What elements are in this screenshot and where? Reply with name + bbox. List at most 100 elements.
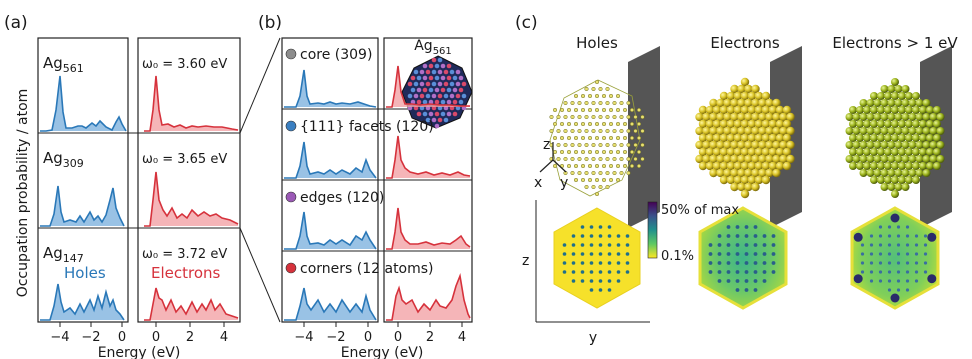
map-atom-site [744,288,749,292]
cluster3d-atom [629,107,635,113]
panel-b-row1-electrons-line [386,65,470,108]
cluster3d-atom [716,154,725,164]
cluster3d-atom [633,114,638,120]
panel-a-xticklabel-m4: −4 [50,330,69,345]
cluster3d-atom [719,119,729,129]
cluster3d-atom [926,120,934,128]
panel-c: (c) Holes Electrons Electrons > 1 eV z x… [515,13,958,346]
map-atom-site [571,279,576,283]
panel-b-row2-holes-line [284,141,377,179]
map-atom-site [580,252,585,256]
map-atom-site [598,225,603,229]
cluster3d-atom [856,106,864,114]
cluster3d-atom [633,142,638,148]
map-atom-site [771,261,776,265]
cluster3d-atom [640,114,645,120]
cluster3d-atom [761,91,771,101]
map-atom-site [625,243,630,247]
panel-c-title-electrons: Electrons [710,34,780,52]
cluster-atom [428,63,434,69]
cluster3d-atom [870,162,878,170]
cluster3d-atom [877,134,885,142]
cluster3d-atom [775,119,785,129]
map-atom-site [625,261,630,265]
electrons-gt1-density-map [850,206,940,310]
cluster3d-atom [733,133,743,143]
cluster-atom [416,87,422,93]
cluster3d-atom [605,128,610,134]
cluster3d-atom [709,98,718,108]
panel-a-ylabel: Occupation probability / atom [15,89,31,298]
cluster3d-atom [726,161,736,171]
cluster3d-atom [580,149,586,155]
panel-b-row3-electrons-area [386,208,470,249]
cluster3d-atom [737,154,746,164]
cluster3d-atom [612,156,617,162]
cluster3d-atom [737,182,746,192]
map-corner-site [927,232,937,242]
panel-a-legend-electrons: Electrons [151,264,221,282]
cluster3d-atom [845,141,854,149]
map-atom-site [726,252,731,256]
map-atom-site [887,252,892,256]
map-atom-site [869,243,874,247]
cluster3d-atom [877,120,885,128]
panel-b-row3-marker [285,191,297,203]
map-atom-site [905,288,910,292]
cluster-atom [446,75,452,81]
cluster3d-atom [863,162,871,170]
map-atom-site [753,252,758,256]
cluster3d-atom [587,107,593,113]
cluster3d-atom [765,98,774,108]
map-atom-site [905,234,910,238]
panel-b-row4-label: corners (12 atoms) [300,261,434,277]
cluster3d-atom [849,148,857,156]
map-atom-site [887,243,892,247]
map-atom-site [869,270,874,274]
cluster-atom [407,81,413,87]
panel-b-row1-label: core (309) [300,47,372,63]
cluster3d-atom [598,142,603,148]
cluster3d-atom [733,91,743,101]
cluster3d-atom [744,84,753,94]
cluster3d-atom [552,135,558,141]
axis-x-label: x [534,175,542,191]
cluster3d-atom [884,134,892,142]
map-ylabel: z [522,253,529,269]
map-atom-site [753,279,758,283]
map-atom-site [580,261,585,265]
panel-a-electrons-frame [137,37,241,323]
cluster3d-atom [577,128,582,134]
cluster-atom [437,93,443,99]
cluster3d-atom [870,106,878,114]
cluster3d-atom [912,92,920,100]
cluster3d-atom [870,120,878,128]
cluster3d-atom [933,162,941,170]
cluster-atom [413,81,419,87]
cluster3d-atom [898,134,906,142]
panel-b-row3-label: edges (120) [300,190,384,206]
panel-b-xticklabel-m2: −2 [326,330,345,345]
map-atom-site [896,288,901,292]
cluster3d-atom [901,183,910,191]
cluster-atom [446,99,452,105]
cluster-atom [422,75,428,81]
cluster3d-atom [570,142,575,148]
cluster3d-atom [549,128,554,134]
cluster3d-atom [723,112,732,122]
cluster3d-atom [636,135,642,141]
cluster3d-atom [615,149,621,155]
cluster-atom [443,81,449,87]
map-atom-site [887,234,892,238]
cluster3d-atom [730,112,739,122]
colorbar [647,201,658,259]
cluster3d-atom [556,142,561,148]
cluster3d-atom [880,85,889,93]
cluster3d-atom [765,168,774,178]
cluster3d-atom [936,155,945,163]
cluster3d-atom [580,93,586,99]
cluster3d-atom [915,141,924,149]
panel-a-xticklabel-e0: 0 [152,330,160,345]
cluster3d-atom [566,121,572,127]
cluster3d-atom [723,154,732,164]
